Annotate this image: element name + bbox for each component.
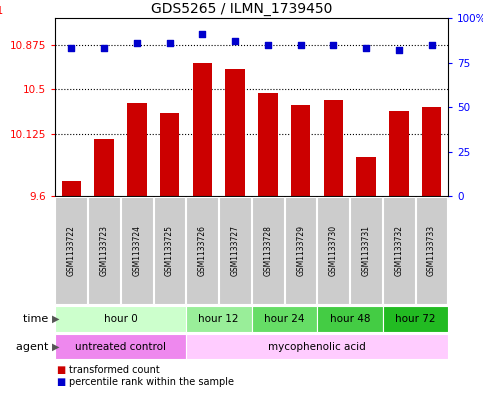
Bar xyxy=(127,103,147,196)
Bar xyxy=(160,113,180,196)
Text: GSM1133731: GSM1133731 xyxy=(362,225,370,276)
Bar xyxy=(193,63,212,196)
Text: GSM1133727: GSM1133727 xyxy=(230,225,240,276)
Text: hour 24: hour 24 xyxy=(264,314,304,324)
Text: GSM1133730: GSM1133730 xyxy=(329,225,338,276)
Point xyxy=(133,40,141,46)
Point xyxy=(362,45,370,51)
Text: GSM1133723: GSM1133723 xyxy=(99,225,109,276)
Text: ▶: ▶ xyxy=(52,314,59,324)
Point xyxy=(166,40,173,46)
Bar xyxy=(56,197,87,304)
Point xyxy=(428,42,436,48)
Point xyxy=(395,47,403,53)
Bar xyxy=(61,180,81,196)
Text: hour 48: hour 48 xyxy=(329,314,370,324)
Bar xyxy=(252,197,284,304)
Text: GSM1133733: GSM1133733 xyxy=(427,225,436,276)
Text: untreated control: untreated control xyxy=(75,342,166,351)
Point xyxy=(329,42,337,48)
Text: time: time xyxy=(23,314,52,324)
Text: GSM1133722: GSM1133722 xyxy=(67,225,76,276)
Bar xyxy=(291,105,311,196)
Text: hour 72: hour 72 xyxy=(395,314,436,324)
Bar xyxy=(383,306,448,332)
Bar xyxy=(252,306,317,332)
Point xyxy=(199,31,206,37)
Bar xyxy=(422,107,441,196)
Bar xyxy=(317,197,349,304)
Point xyxy=(264,42,272,48)
Point xyxy=(68,45,75,51)
Text: hour 0: hour 0 xyxy=(104,314,137,324)
Text: GDS5265 / ILMN_1739450: GDS5265 / ILMN_1739450 xyxy=(151,2,332,16)
Point xyxy=(297,42,304,48)
Bar xyxy=(186,197,218,304)
Bar xyxy=(383,197,414,304)
Bar xyxy=(415,197,447,304)
Text: GSM1133728: GSM1133728 xyxy=(263,225,272,276)
Text: GSM1133724: GSM1133724 xyxy=(132,225,142,276)
Text: percentile rank within the sample: percentile rank within the sample xyxy=(69,377,234,387)
Point xyxy=(231,38,239,44)
Text: GSM1133726: GSM1133726 xyxy=(198,225,207,276)
Text: GSM1133725: GSM1133725 xyxy=(165,225,174,276)
Bar xyxy=(55,334,186,360)
Text: ■: ■ xyxy=(57,365,70,375)
Text: agent: agent xyxy=(16,342,52,351)
Bar xyxy=(55,306,186,332)
Text: 11.1: 11.1 xyxy=(0,6,4,16)
Text: GSM1133732: GSM1133732 xyxy=(395,225,403,276)
Bar xyxy=(389,110,409,196)
Bar xyxy=(324,100,343,196)
Bar xyxy=(186,306,252,332)
Text: transformed count: transformed count xyxy=(69,365,160,375)
Point xyxy=(100,45,108,51)
Bar xyxy=(186,334,448,360)
Bar xyxy=(258,93,278,196)
Bar xyxy=(94,139,114,196)
Bar xyxy=(356,157,376,196)
Bar xyxy=(350,197,382,304)
Bar xyxy=(88,197,120,304)
Bar xyxy=(317,306,383,332)
Bar xyxy=(121,197,153,304)
Bar xyxy=(284,197,316,304)
Text: GSM1133729: GSM1133729 xyxy=(296,225,305,276)
Text: ▶: ▶ xyxy=(52,342,59,351)
Bar xyxy=(225,69,245,196)
Text: hour 12: hour 12 xyxy=(199,314,239,324)
Text: mycophenolic acid: mycophenolic acid xyxy=(268,342,366,351)
Bar xyxy=(219,197,251,304)
Text: ■: ■ xyxy=(57,377,70,387)
Bar xyxy=(154,197,185,304)
